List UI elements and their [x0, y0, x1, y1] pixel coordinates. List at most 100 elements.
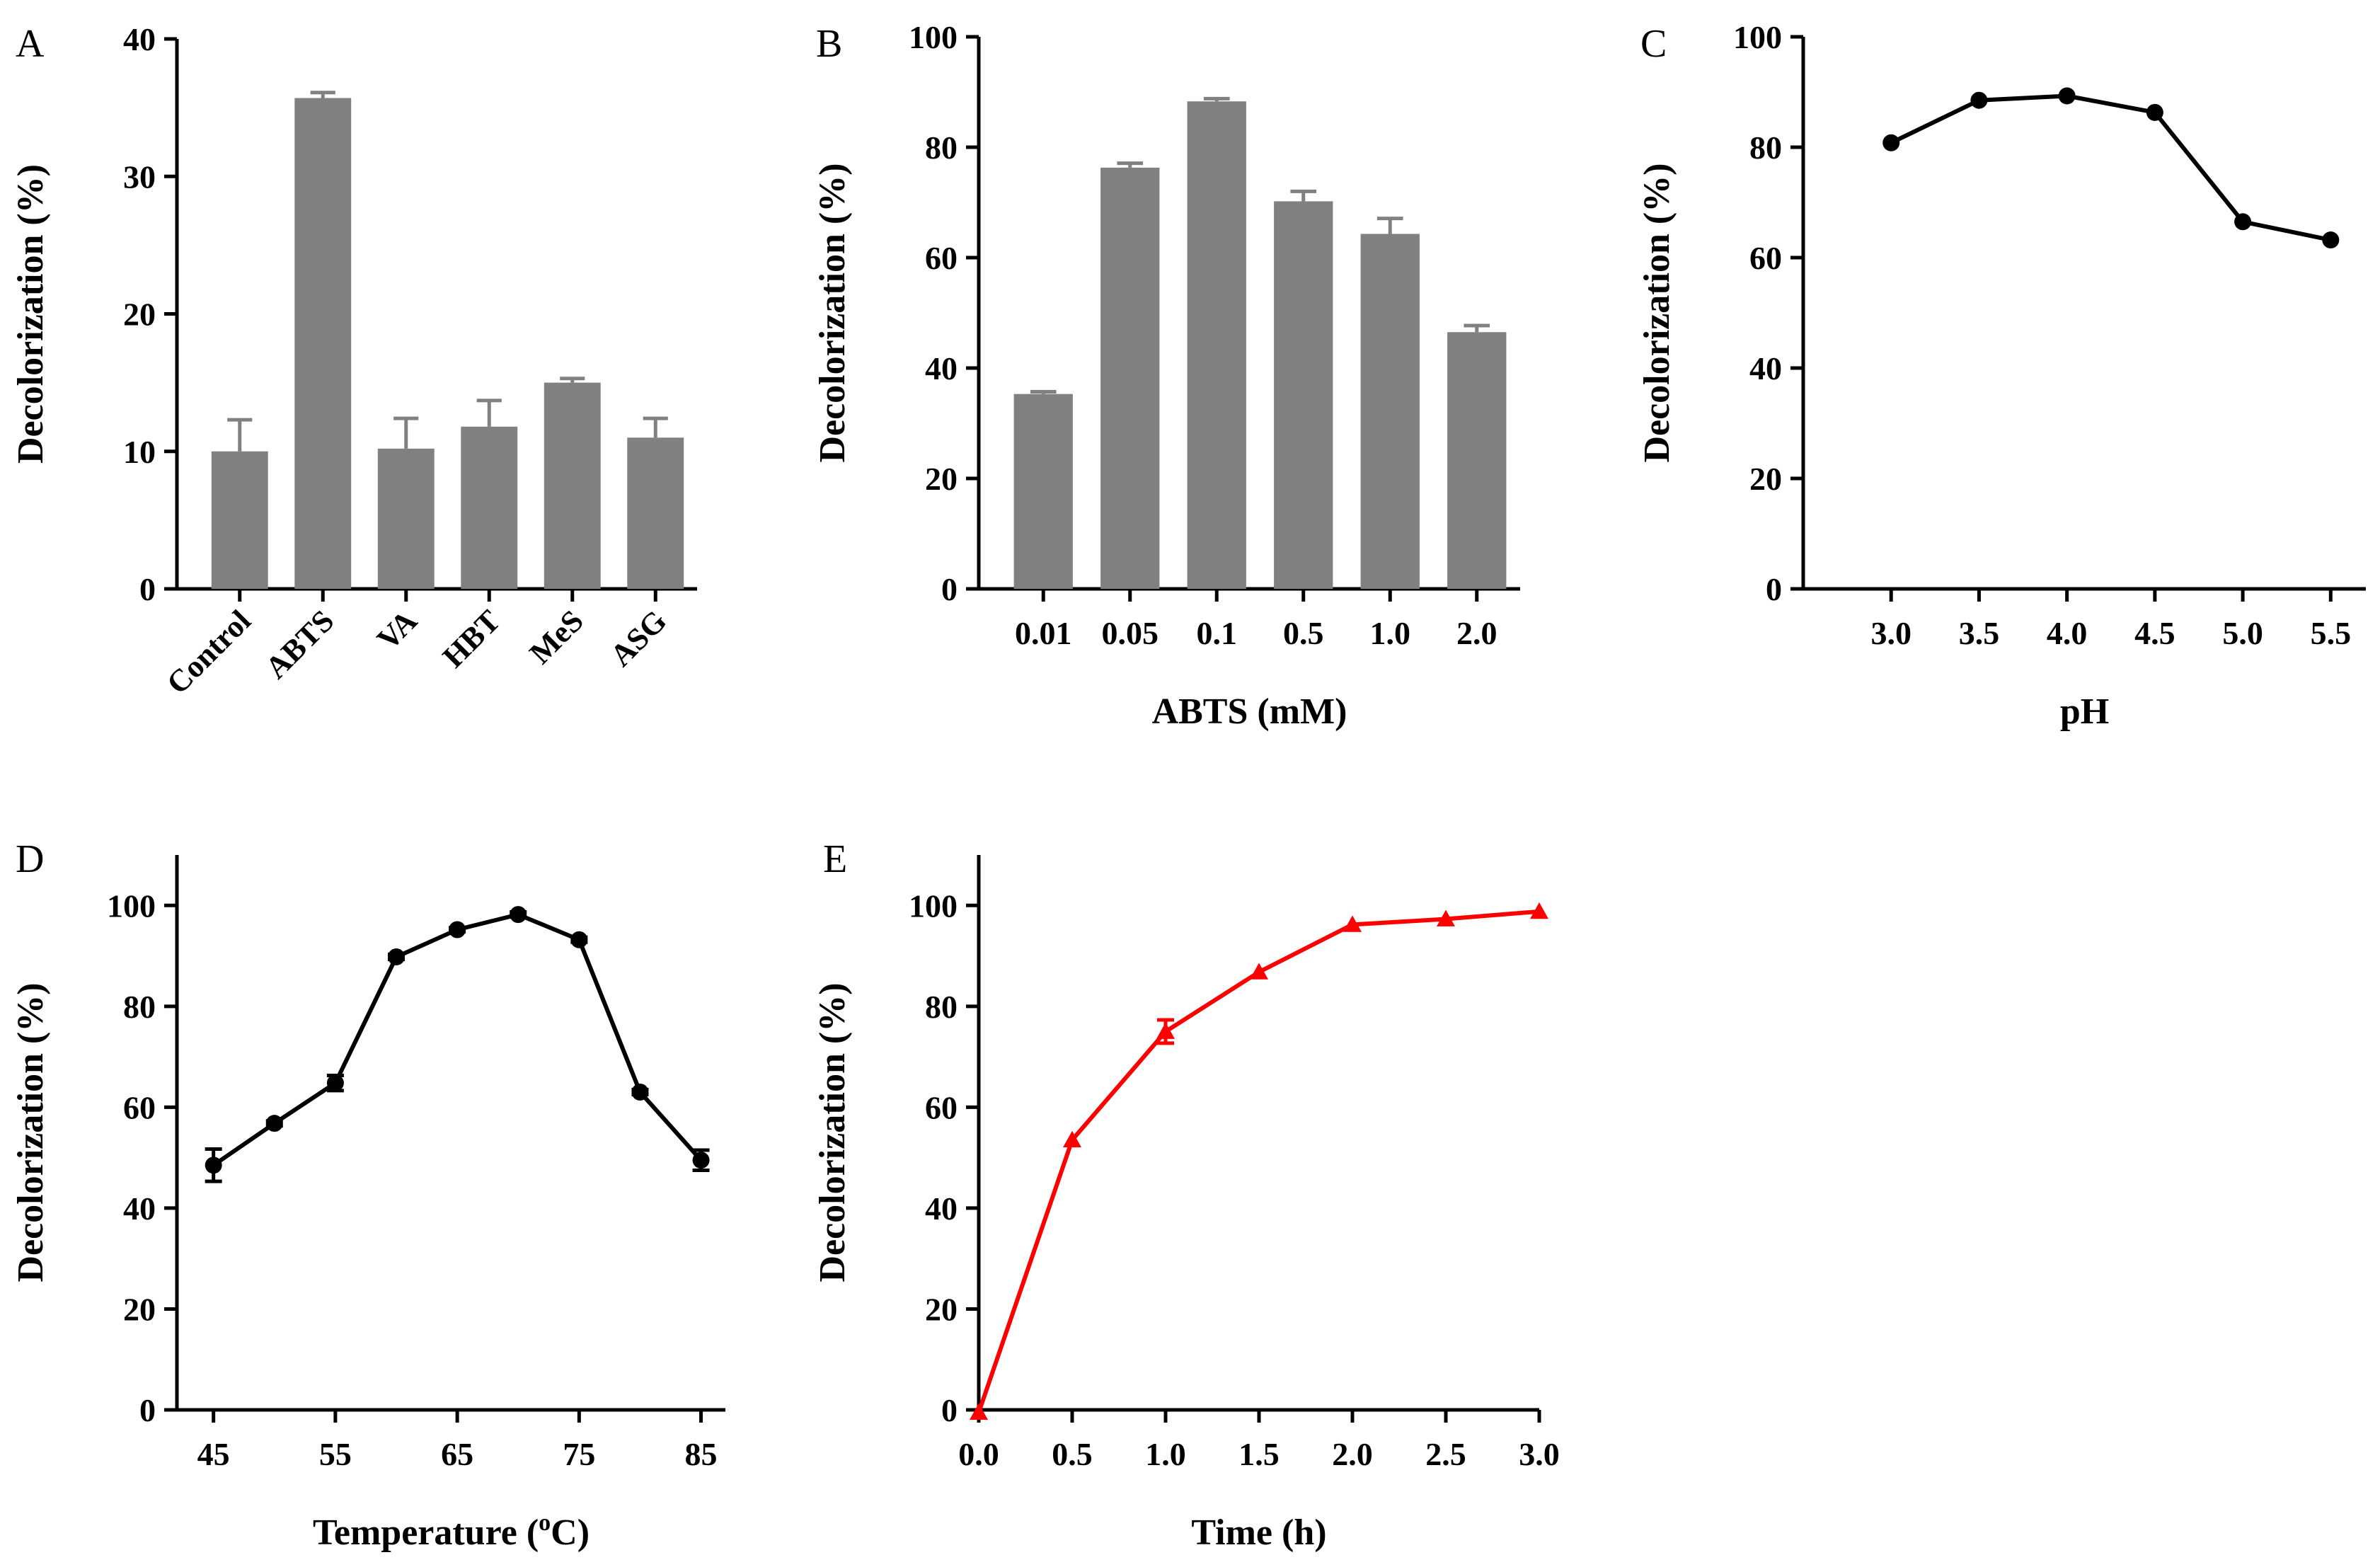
x-tick-label: 55 [319, 1436, 352, 1472]
panel-letter: D [16, 837, 44, 881]
data-point [388, 948, 405, 965]
y-tick-label: 10 [123, 434, 156, 470]
y-tick-label: 100 [909, 888, 958, 924]
x-tick-label: 5.0 [2222, 615, 2263, 651]
bar [544, 382, 601, 589]
x-axis-label-tail: C) [551, 1513, 590, 1553]
x-tick-label: 0.0 [958, 1436, 999, 1472]
y-tick-label: 60 [925, 240, 958, 276]
x-tick-label: 2.0 [1332, 1436, 1373, 1472]
x-axis-label: Temperature (oC) [313, 1510, 590, 1553]
bar [1100, 167, 1160, 590]
x-axis-label-superscript: o [539, 1510, 551, 1536]
x-tick-label: 75 [563, 1436, 595, 1472]
data-point [510, 906, 527, 924]
y-tick-label: 40 [123, 21, 156, 57]
x-tick-label: 2.0 [1456, 615, 1497, 651]
y-tick-label: 20 [1749, 461, 1782, 497]
panel-c: C 0 20 40 60 80 100 Decolorization (%) 3.0 3.5 4.0… [1637, 19, 2366, 732]
x-tick-label: 45 [197, 1436, 230, 1472]
x-tick-label: HBT [436, 603, 507, 674]
bar [1274, 201, 1333, 589]
y-tick-label: 20 [925, 461, 958, 497]
bar [627, 437, 684, 589]
bar [1360, 234, 1420, 589]
x-tick-label: 0.5 [1052, 1436, 1093, 1472]
panel-letter: A [16, 22, 45, 66]
data-point [1882, 134, 1900, 151]
y-tick-label: 40 [925, 350, 958, 386]
x-axis-label: pH [2060, 691, 2109, 732]
x-axis-label: Time (h) [1191, 1513, 1326, 1553]
y-tick-label: 0 [941, 1392, 958, 1428]
y-tick-label: 100 [1733, 19, 1782, 55]
data-point [1343, 915, 1362, 932]
x-tick-label: 0.1 [1197, 615, 1238, 651]
bar [294, 98, 352, 590]
data-point [205, 1156, 222, 1174]
data-point [2058, 87, 2076, 105]
panel-d: D 0 20 40 60 80 100 Decolorization (%) 45 55 65 75 8… [11, 837, 725, 1553]
series-line [1890, 93, 2331, 242]
y-axis-label: Decolorization (%) [812, 163, 853, 462]
data-point [631, 1083, 649, 1101]
data-point [1063, 1130, 1081, 1148]
y-axis-label: Decolorization (%) [11, 982, 51, 1282]
y-tick-label: 0 [139, 571, 156, 607]
data-point [570, 931, 588, 948]
data-point [265, 1115, 283, 1132]
x-tick-label: 5.5 [2311, 615, 2352, 651]
y-tick-label: 0 [139, 1392, 156, 1428]
panel-e: E 0 20 40 60 80 100 Decolorization (%) 0.0 0.5 1.0… [812, 837, 1560, 1553]
x-tick-label: MeS [523, 603, 590, 670]
y-tick-label: 80 [925, 130, 958, 166]
bar [461, 426, 518, 589]
y-tick-label: 60 [925, 1089, 958, 1125]
x-tick-label: 1.0 [1145, 1436, 1186, 1472]
bar [211, 451, 268, 589]
x-tick-label: VA [370, 603, 424, 657]
y-tick-label: 20 [123, 1291, 156, 1327]
bar [1187, 101, 1246, 589]
data-point [970, 1403, 988, 1420]
data-point [449, 921, 466, 939]
panel-letter: C [1640, 22, 1667, 66]
x-tick-label: 0.05 [1102, 615, 1159, 651]
data-point [1437, 909, 1455, 926]
x-tick-label: 4.0 [2047, 615, 2088, 651]
data-point [1250, 963, 1268, 980]
x-tick-label: 0.01 [1015, 615, 1072, 651]
data-point [2234, 213, 2252, 231]
y-tick-label: 0 [1766, 571, 1782, 607]
y-tick-label: 40 [1749, 350, 1782, 386]
x-tick-label: Control [160, 603, 258, 701]
y-tick-label: 30 [123, 159, 156, 195]
y-tick-label: 100 [909, 19, 958, 55]
y-axis-label: Decolorization (%) [812, 982, 853, 1282]
data-point [1530, 902, 1548, 919]
data-point [326, 1074, 344, 1092]
y-tick-label: 80 [123, 989, 156, 1025]
y-tick-label: 40 [123, 1190, 156, 1227]
data-point [1156, 1022, 1175, 1039]
y-tick-label: 80 [1749, 130, 1782, 166]
x-tick-label: 3.0 [1519, 1436, 1560, 1472]
y-tick-label: 20 [925, 1291, 958, 1327]
x-axis-label: ABTS (mM) [1152, 691, 1347, 732]
data-point [2322, 231, 2340, 249]
y-axis-label: Decolorization (%) [1637, 163, 1677, 462]
data-point [2146, 103, 2163, 121]
y-tick-label: 20 [123, 297, 156, 333]
x-tick-label: 65 [441, 1436, 473, 1472]
panel-b: B 0 20 40 60 80 100 Decolorization (%) 0.01 0.05 0… [812, 19, 1520, 732]
bar [1447, 332, 1507, 589]
x-tick-label: 0.5 [1283, 615, 1324, 651]
x-tick-label: 3.0 [1870, 615, 1912, 651]
y-tick-label: 100 [107, 888, 156, 924]
panel-letter: B [816, 22, 842, 66]
y-tick-label: 80 [925, 989, 958, 1025]
x-tick-label: 2.5 [1425, 1436, 1466, 1472]
x-tick-label: 1.5 [1238, 1436, 1280, 1472]
y-tick-label: 0 [941, 571, 958, 607]
